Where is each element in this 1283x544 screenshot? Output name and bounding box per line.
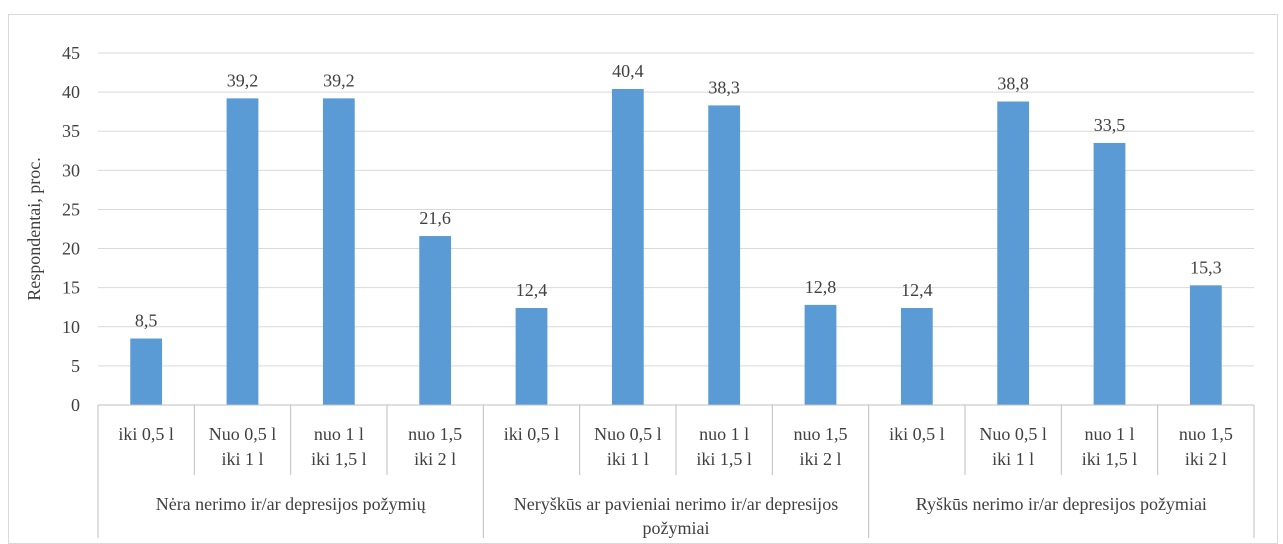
group-label: Nėra nerimo ir/ar depresijos požymių (156, 494, 427, 514)
data-label: 12,4 (901, 280, 933, 300)
data-label: 15,3 (1190, 257, 1222, 277)
axes (97, 404, 1255, 538)
x-tick-label: iki 0,5 l (118, 424, 174, 444)
bar (804, 304, 837, 405)
bar (900, 308, 933, 405)
data-label: 21,6 (419, 208, 451, 228)
gridlines (98, 52, 1254, 367)
bar (997, 101, 1030, 406)
y-tick-label: 40 (62, 82, 80, 102)
x-tick-label: iki 0,5 l (504, 424, 560, 444)
x-tick-label: iki 2 l (799, 449, 841, 469)
x-tick-label: nuo 1,5 (794, 424, 848, 444)
bar (611, 88, 644, 405)
x-tick-label: nuo 1 l (1084, 424, 1134, 444)
data-label: 39,2 (323, 70, 355, 90)
y-tick-label: 30 (62, 160, 80, 180)
bar (515, 308, 548, 405)
bars (130, 88, 1222, 406)
x-tick-label: iki 2 l (414, 449, 456, 469)
y-tick-label: 15 (62, 278, 80, 298)
y-tick-label: 35 (62, 121, 80, 141)
x-tick-label: Nuo 0,5 l (594, 424, 662, 444)
data-label: 39,2 (227, 70, 259, 90)
y-axis-label: Respondentai, proc. (24, 157, 44, 300)
x-tick-label: iki 2 l (1185, 449, 1227, 469)
x-tick-label: iki 1,5 l (696, 449, 752, 469)
y-tick-label: 45 (62, 43, 80, 63)
x-tick-label: iki 0,5 l (889, 424, 945, 444)
x-tick-label: nuo 1 l (314, 424, 364, 444)
bar (226, 98, 259, 405)
x-tick-label: iki 1,5 l (311, 449, 367, 469)
x-tick-label: iki 1 l (221, 449, 263, 469)
bar (1093, 142, 1126, 405)
x-tick-label: nuo 1,5 (1179, 424, 1233, 444)
group-label: Ryškūs nerimo ir/ar depresijos požymiai (916, 494, 1207, 514)
x-tick-label: Nuo 0,5 l (209, 424, 277, 444)
bar (130, 338, 163, 405)
bar (1189, 285, 1222, 405)
data-label: 12,8 (805, 277, 837, 297)
y-tick-label: 5 (71, 356, 80, 376)
data-label: 8,5 (135, 311, 158, 331)
group-label: Neryškūs ar pavieniai nerimo ir/ar depre… (514, 494, 838, 538)
bar (419, 236, 452, 405)
labels: 0 5 10 15 20 25 30 35 40 45 8,5 iki 0,5 l 39,2 Nuo 0,… (62, 43, 1233, 538)
x-tick-label: iki 1,5 l (1082, 449, 1138, 469)
x-tick-label: nuo 1,5 (408, 424, 462, 444)
data-label: 38,8 (997, 73, 1029, 93)
x-tick-label: Nuo 0,5 l (979, 424, 1047, 444)
y-tick-label: 10 (62, 317, 80, 337)
data-label: 12,4 (516, 280, 548, 300)
y-tick-label: 25 (62, 199, 80, 219)
x-tick-label: iki 1 l (607, 449, 649, 469)
bar (322, 98, 355, 405)
bar (708, 105, 741, 406)
x-tick-label: nuo 1 l (699, 424, 749, 444)
x-tick-label: iki 1 l (992, 449, 1034, 469)
data-label: 38,3 (708, 77, 740, 97)
data-label: 33,5 (1094, 115, 1126, 135)
y-tick-label: 20 (62, 239, 80, 259)
y-tick-label: 0 (71, 395, 80, 415)
data-label: 40,4 (612, 61, 644, 81)
